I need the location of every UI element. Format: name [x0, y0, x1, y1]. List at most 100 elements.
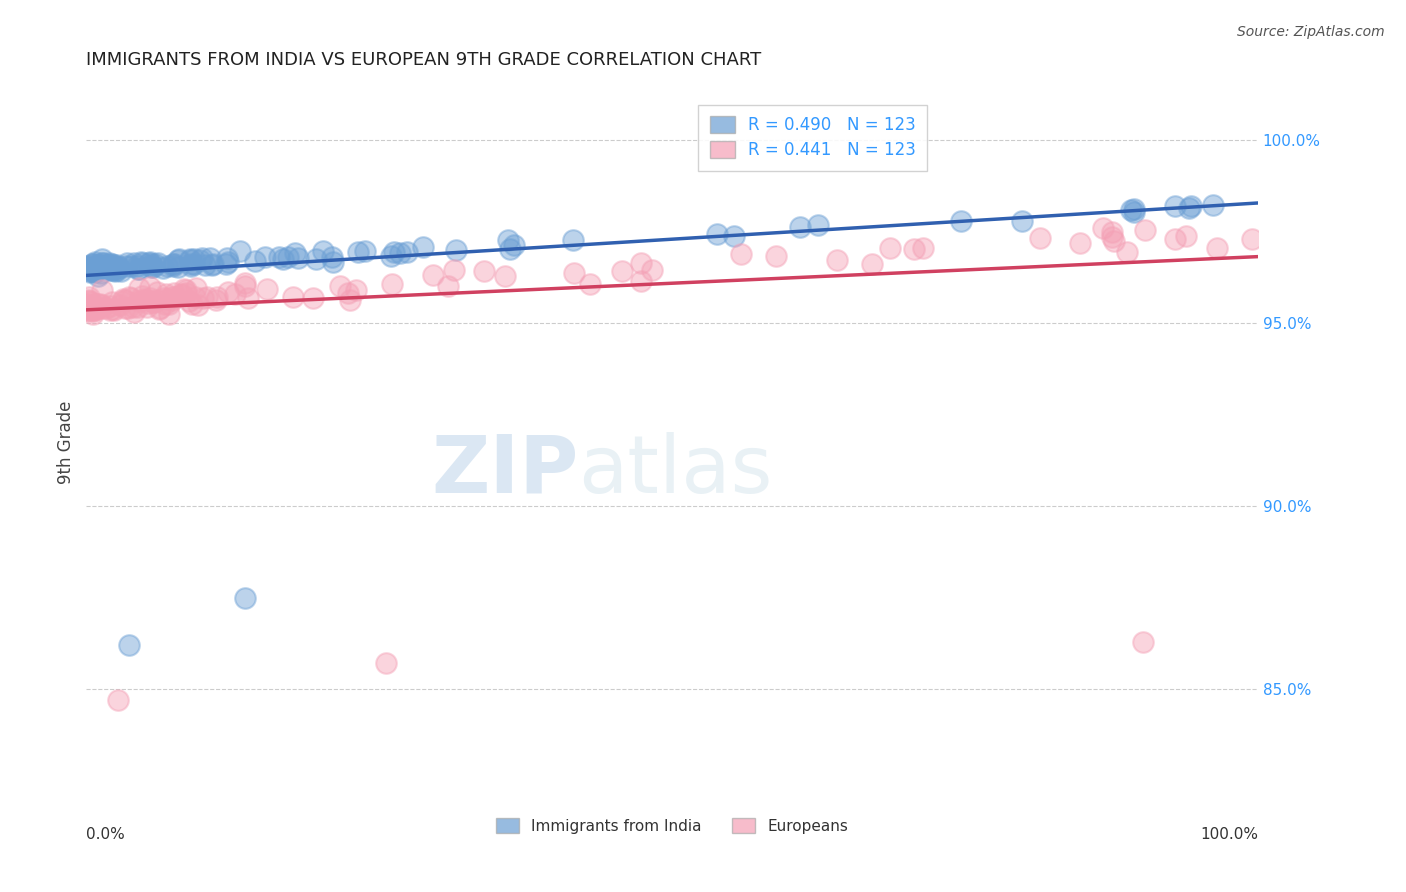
- Point: [122, 301, 145, 315]
- Point: [98, 303, 121, 318]
- Point: [111, 294, 134, 309]
- Point: [80, 257, 103, 271]
- Point: [105, 262, 128, 277]
- Point: [89, 258, 111, 272]
- Point: [179, 252, 201, 267]
- Point: [903, 242, 925, 256]
- Point: [562, 233, 585, 247]
- Point: [201, 258, 224, 272]
- Point: [90, 256, 112, 270]
- Point: [129, 254, 152, 268]
- Point: [128, 293, 150, 308]
- Point: [103, 260, 125, 275]
- Point: [496, 233, 519, 247]
- Point: [86, 260, 108, 275]
- Point: [76, 297, 98, 311]
- Point: [215, 257, 238, 271]
- Point: [395, 244, 418, 259]
- Point: [82, 307, 104, 321]
- Point: [118, 290, 141, 304]
- Point: [128, 261, 150, 276]
- Text: Source: ZipAtlas.com: Source: ZipAtlas.com: [1237, 25, 1385, 39]
- Point: [143, 294, 166, 309]
- Point: [630, 274, 652, 288]
- Point: [337, 285, 360, 300]
- Point: [269, 251, 291, 265]
- Point: [499, 242, 522, 256]
- Point: [83, 298, 105, 312]
- Point: [100, 261, 122, 276]
- Point: [235, 276, 257, 290]
- Point: [138, 296, 160, 310]
- Point: [83, 299, 105, 313]
- Point: [76, 260, 98, 275]
- Point: [1206, 241, 1229, 255]
- Point: [107, 259, 129, 273]
- Point: [1011, 214, 1033, 228]
- Point: [283, 290, 305, 304]
- Point: [101, 294, 124, 309]
- Point: [1201, 198, 1223, 212]
- Point: [86, 302, 108, 317]
- Point: [152, 261, 174, 276]
- Point: [187, 298, 209, 312]
- Point: [329, 278, 352, 293]
- Point: [1029, 231, 1052, 245]
- Point: [354, 244, 377, 259]
- Point: [110, 264, 132, 278]
- Legend: Immigrants from India, Europeans: Immigrants from India, Europeans: [488, 810, 856, 841]
- Point: [115, 259, 138, 273]
- Point: [103, 260, 125, 275]
- Point: [789, 219, 811, 234]
- Point: [131, 256, 153, 270]
- Point: [87, 269, 110, 284]
- Point: [381, 277, 404, 292]
- Point: [108, 298, 131, 312]
- Point: [142, 294, 165, 309]
- Point: [167, 260, 190, 274]
- Point: [127, 300, 149, 314]
- Point: [91, 256, 114, 270]
- Point: [1177, 202, 1199, 216]
- Point: [108, 260, 131, 275]
- Point: [277, 250, 299, 264]
- Point: [179, 293, 201, 308]
- Point: [79, 297, 101, 311]
- Point: [163, 257, 186, 271]
- Point: [148, 302, 170, 317]
- Point: [723, 228, 745, 243]
- Point: [730, 247, 752, 261]
- Point: [472, 264, 495, 278]
- Point: [233, 591, 256, 605]
- Point: [706, 227, 728, 242]
- Point: [422, 268, 444, 283]
- Point: [142, 260, 165, 274]
- Point: [159, 296, 181, 310]
- Point: [494, 268, 516, 283]
- Point: [90, 252, 112, 267]
- Point: [80, 263, 103, 277]
- Point: [135, 293, 157, 307]
- Point: [180, 257, 202, 271]
- Point: [86, 260, 108, 274]
- Point: [1164, 232, 1187, 246]
- Point: [827, 253, 849, 268]
- Point: [503, 238, 526, 252]
- Point: [155, 286, 177, 301]
- Point: [103, 301, 125, 316]
- Point: [141, 294, 163, 309]
- Text: ZIP: ZIP: [432, 432, 578, 509]
- Point: [100, 259, 122, 273]
- Point: [1121, 202, 1143, 217]
- Point: [224, 286, 246, 301]
- Point: [87, 260, 110, 274]
- Point: [339, 293, 361, 307]
- Point: [114, 293, 136, 308]
- Point: [117, 301, 139, 315]
- Point: [153, 291, 176, 305]
- Point: [139, 256, 162, 270]
- Point: [1102, 234, 1125, 248]
- Point: [437, 278, 460, 293]
- Point: [807, 218, 830, 232]
- Point: [98, 299, 121, 313]
